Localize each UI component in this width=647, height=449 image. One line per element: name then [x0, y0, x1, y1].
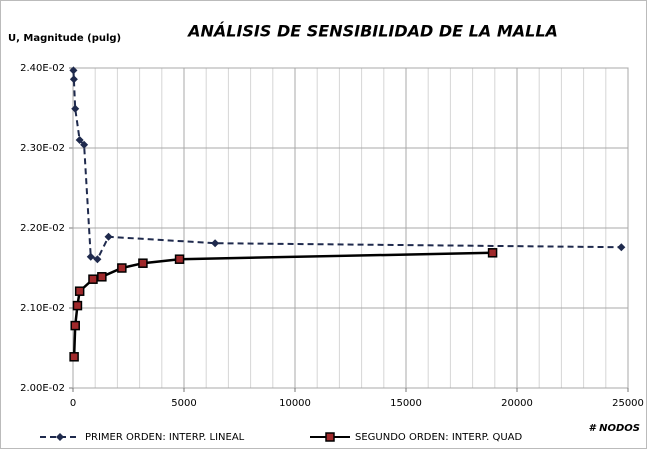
marker [117, 263, 127, 273]
x-tick-label: 25000 [612, 398, 644, 409]
marker [71, 104, 80, 113]
marker [617, 243, 626, 252]
marker [86, 252, 95, 261]
legend-label: PRIMER ORDEN: INTERP. LINEAL [85, 432, 245, 443]
y-tick-label: 2.00E-02 [20, 383, 65, 394]
marker [74, 286, 85, 296]
marker [211, 239, 220, 248]
marker [93, 255, 102, 264]
legend-marker [325, 432, 335, 442]
marker [97, 272, 107, 282]
marker [174, 254, 185, 264]
marker [104, 232, 113, 241]
marker [69, 75, 78, 84]
marker [75, 136, 84, 144]
x-axis-label: # NODOS [589, 423, 640, 434]
y-tick-label: 2.10E-02 [20, 303, 65, 314]
marker [69, 66, 78, 75]
x-tick-label: 10000 [279, 398, 311, 409]
marker [80, 140, 89, 149]
x-tick-label: 0 [70, 398, 76, 409]
x-tick-label: 20000 [501, 398, 533, 409]
legend-marker [56, 433, 64, 441]
marker [70, 320, 80, 331]
legend-label: SEGUNDO ORDEN: INTERP. QUAD [355, 432, 522, 443]
y-tick-label: 2.20E-02 [20, 223, 65, 234]
y-axis-label: U, Magnitude (pulg) [8, 33, 121, 44]
marker [88, 274, 98, 284]
y-tick-label: 2.40E-02 [20, 63, 65, 74]
marker [487, 248, 498, 258]
x-tick-label: 15000 [390, 398, 422, 409]
y-tick-label: 2.30E-02 [20, 143, 65, 154]
series-line [72, 70, 622, 261]
marker [72, 300, 83, 311]
x-tick-label: 5000 [171, 398, 196, 409]
marker [138, 258, 148, 268]
marker [69, 352, 79, 362]
chart-title: ANÁLISIS DE SENSIBILIDAD DE LA MALLA [186, 22, 558, 41]
